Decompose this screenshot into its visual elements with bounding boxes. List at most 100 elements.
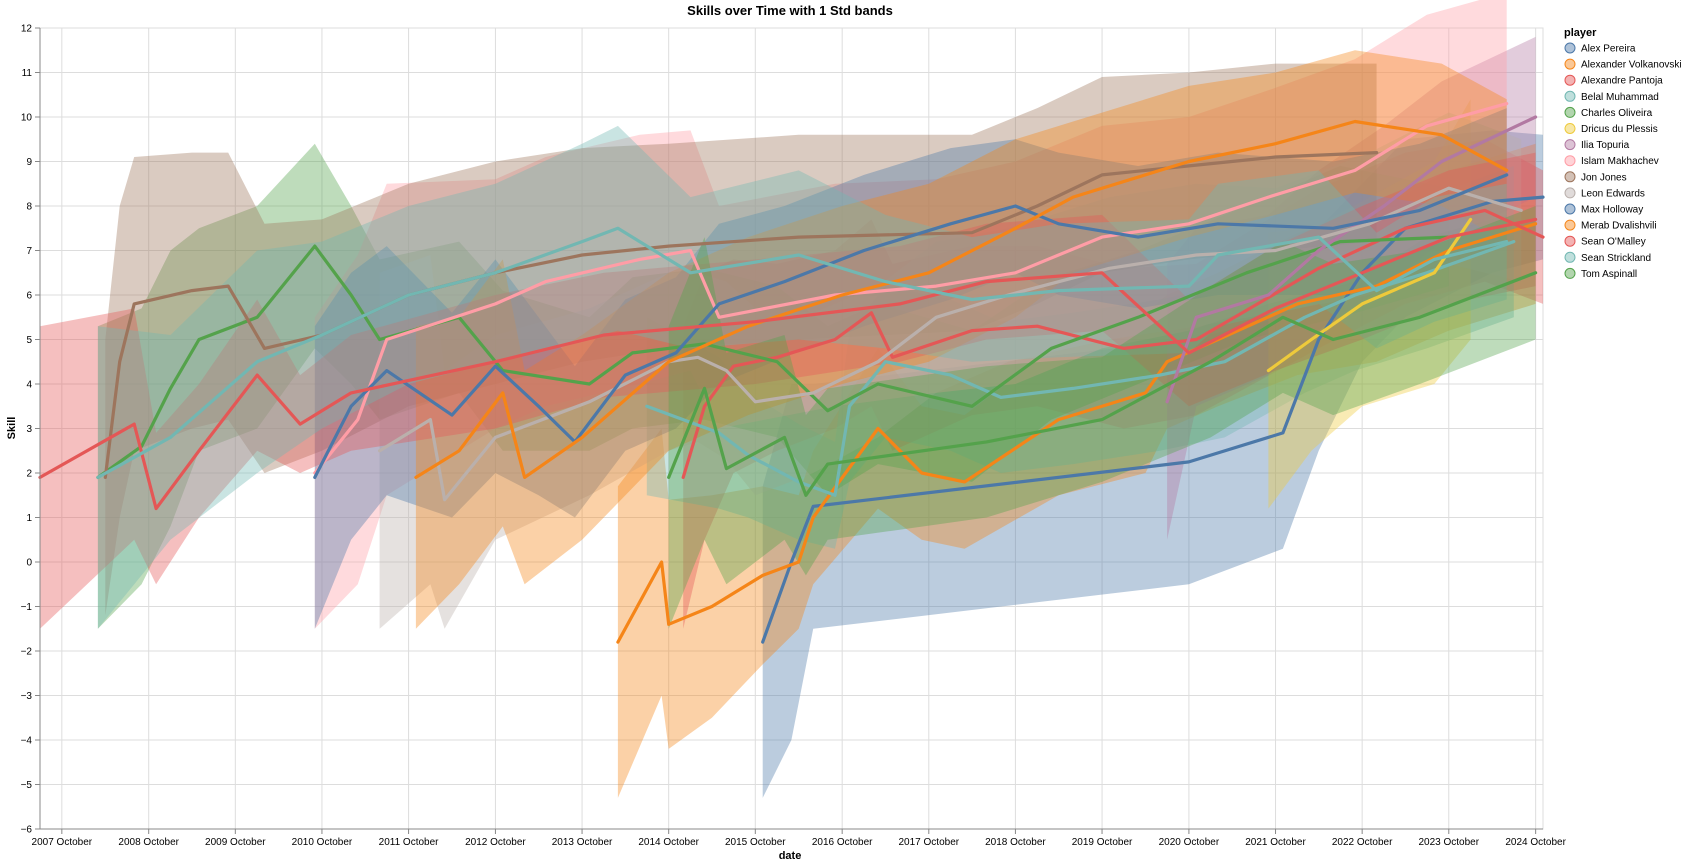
line-alex-pereira xyxy=(761,195,1545,644)
x-axis: 2007 October 2008 October 2009 October 2010… xyxy=(32,828,1567,848)
legend-label-tom-aspinall: Tom Aspinall xyxy=(1581,269,1637,280)
y-tick-label: −1 xyxy=(21,602,33,613)
band-leon-edwards xyxy=(379,112,1522,629)
legend-symbol-tom-aspinall xyxy=(1564,267,1576,279)
legend-symbol-alexandre-pantoja xyxy=(1564,74,1576,86)
legend-label-max-holloway: Max Holloway xyxy=(1581,205,1643,216)
x-tick-label: 2010 October xyxy=(292,837,353,848)
band-alexander-volkanovski xyxy=(617,143,1536,798)
legend-label-leon-edwards: Leon Edwards xyxy=(1581,188,1645,199)
y-tick-label: −5 xyxy=(21,780,33,791)
line-sean-strickland xyxy=(96,226,1509,479)
y-tick-label: 7 xyxy=(26,246,32,257)
y-tick-label: 5 xyxy=(26,335,32,346)
legend-label-charles-oliveira: Charles Oliveira xyxy=(1581,108,1653,119)
x-tick-label: 2018 October xyxy=(985,837,1046,848)
y-tick-label: 0 xyxy=(26,558,32,569)
band-alexandre-pantoja xyxy=(683,139,1543,629)
x-tick-label: 2022 October xyxy=(1332,837,1393,848)
legend-label-belal-muhammad: Belal Muhammad xyxy=(1581,92,1659,103)
legend-symbol-ilia-topuria xyxy=(1564,139,1576,151)
legend-symbol-sean-o-malley xyxy=(1564,235,1576,247)
series-lines xyxy=(38,101,1545,644)
legend-label-islam-makhachev: Islam Makhachev xyxy=(1581,156,1659,167)
y-tick-label: 3 xyxy=(26,424,32,435)
x-tick-label: 2024 October xyxy=(1505,837,1566,848)
y-tick-label: 1 xyxy=(26,513,32,524)
band-jon-jones xyxy=(105,63,1377,616)
x-tick-label: 2017 October xyxy=(898,837,959,848)
x-tick-label: 2020 October xyxy=(1159,837,1220,848)
band-charles-oliveira xyxy=(97,143,1449,629)
y-tick-label: 8 xyxy=(26,202,32,213)
line-sean-o-malley xyxy=(38,217,1538,511)
x-tick-label: 2016 October xyxy=(812,837,873,848)
x-tick-label: 2023 October xyxy=(1418,837,1479,848)
x-tick-label: 2021 October xyxy=(1245,837,1306,848)
line-merab-dvalishvili xyxy=(414,119,1509,479)
x-tick-label: 2015 October xyxy=(725,837,786,848)
x-tick-label: 2013 October xyxy=(552,837,613,848)
line-max-holloway xyxy=(313,173,1509,479)
legend-symbol-alexander-volkanovski xyxy=(1564,58,1576,70)
legend-label-sean-o-malley: Sean O'Malley xyxy=(1581,237,1646,248)
y-tick-label: 11 xyxy=(22,68,33,79)
line-tom-aspinall xyxy=(667,271,1538,497)
y-tick-label: −3 xyxy=(21,691,33,702)
band-merab-dvalishvili xyxy=(415,50,1507,629)
x-tick-label: 2008 October xyxy=(118,837,179,848)
legend-symbol-sean-strickland xyxy=(1564,251,1576,263)
x-tick-label: 2009 October xyxy=(205,837,266,848)
legend-label-alexander-volkanovski: Alexander Volkanovski xyxy=(1581,60,1682,71)
legend-symbol-charles-oliveira xyxy=(1564,106,1576,118)
legend: player Alex Pereira Alexander Volkanovski… xyxy=(1564,27,1682,280)
legend-title: player xyxy=(1564,27,1597,39)
line-alexander-volkanovski xyxy=(616,222,1538,644)
grid xyxy=(39,27,1544,830)
y-axis-title: Skill xyxy=(6,417,18,440)
line-charles-oliveira xyxy=(96,235,1451,479)
legend-label-alexandre-pantoja: Alexandre Pantoja xyxy=(1581,76,1663,87)
x-tick-label: 2014 October xyxy=(638,837,699,848)
legend-symbol-max-holloway xyxy=(1564,203,1576,215)
line-leon-edwards xyxy=(378,186,1523,502)
x-tick-label: 2019 October xyxy=(1072,837,1133,848)
legend-label-ilia-topuria: Ilia Topuria xyxy=(1581,140,1630,151)
band-sean-strickland xyxy=(97,125,1507,629)
legend-label-jon-jones: Jon Jones xyxy=(1581,172,1627,183)
legend-symbol-jon-jones xyxy=(1564,171,1576,183)
chart-title: Skills over Time with 1 Std bands xyxy=(687,3,893,18)
legend-label-merab-dvalishvili: Merab Dvalishvili xyxy=(1581,221,1657,232)
y-tick-label: 12 xyxy=(21,24,33,35)
line-jon-jones xyxy=(103,151,1379,479)
y-tick-label: 4 xyxy=(26,380,32,391)
line-belal-muhammad xyxy=(645,240,1516,497)
y-tick-label: 9 xyxy=(26,157,32,168)
legend-symbol-belal-muhammad xyxy=(1564,90,1576,102)
band-max-holloway xyxy=(314,108,1507,629)
legend-label-sean-strickland: Sean Strickland xyxy=(1581,253,1651,264)
x-tick-label: 2011 October xyxy=(379,837,440,848)
line-ilia-topuria xyxy=(1165,115,1538,404)
x-tick-label: 2012 October xyxy=(465,837,526,848)
std-bands xyxy=(40,0,1543,798)
y-tick-label: −2 xyxy=(21,647,33,658)
legend-label-dricus-du-plessis: Dricus du Plessis xyxy=(1581,124,1658,135)
x-axis-title: date xyxy=(779,850,802,862)
legend-symbol-leon-edwards xyxy=(1564,187,1576,199)
y-tick-label: −4 xyxy=(21,736,33,747)
y-tick-label: 10 xyxy=(21,113,33,124)
legend-label-alex-pereira: Alex Pereira xyxy=(1581,44,1636,55)
legend-symbol-islam-makhachev xyxy=(1564,155,1576,167)
band-sean-o-malley xyxy=(40,152,1536,629)
band-belal-muhammad xyxy=(646,165,1514,549)
legend-symbol-alex-pereira xyxy=(1564,42,1576,54)
legend-symbol-dricus-du-plessis xyxy=(1564,123,1576,134)
y-tick-label: −6 xyxy=(21,825,33,836)
x-tick-label: 2007 October xyxy=(32,837,93,848)
y-tick-label: 2 xyxy=(26,469,32,480)
y-tick-label: 6 xyxy=(26,291,32,302)
line-islam-makhachev xyxy=(313,101,1509,475)
